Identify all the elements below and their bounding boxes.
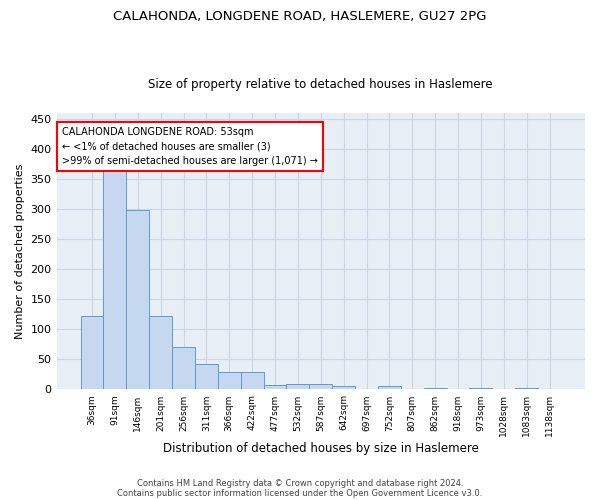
Bar [424, 388, 446, 390]
Bar [195, 364, 218, 390]
Title: Size of property relative to detached houses in Haslemere: Size of property relative to detached ho… [148, 78, 493, 91]
Bar [263, 384, 286, 390]
Bar [332, 386, 355, 390]
X-axis label: Distribution of detached houses by size in Haslemere: Distribution of detached houses by size … [163, 442, 479, 455]
Bar [286, 384, 310, 390]
Bar [241, 372, 263, 390]
Text: CALAHONDA LONGDENE ROAD: 53sqm
← <1% of detached houses are smaller (3)
>99% of : CALAHONDA LONGDENE ROAD: 53sqm ← <1% of … [62, 127, 318, 166]
Bar [218, 372, 241, 390]
Text: Contains public sector information licensed under the Open Government Licence v3: Contains public sector information licen… [118, 488, 482, 498]
Bar [378, 386, 401, 390]
Bar [172, 348, 195, 390]
Text: CALAHONDA, LONGDENE ROAD, HASLEMERE, GU27 2PG: CALAHONDA, LONGDENE ROAD, HASLEMERE, GU2… [113, 10, 487, 23]
Bar [310, 384, 332, 390]
Bar [103, 167, 127, 390]
Bar [469, 388, 493, 390]
Y-axis label: Number of detached properties: Number of detached properties [15, 164, 25, 339]
Bar [149, 316, 172, 390]
Bar [80, 316, 103, 390]
Bar [127, 210, 149, 390]
Text: Contains HM Land Registry data © Crown copyright and database right 2024.: Contains HM Land Registry data © Crown c… [137, 478, 463, 488]
Bar [515, 388, 538, 390]
